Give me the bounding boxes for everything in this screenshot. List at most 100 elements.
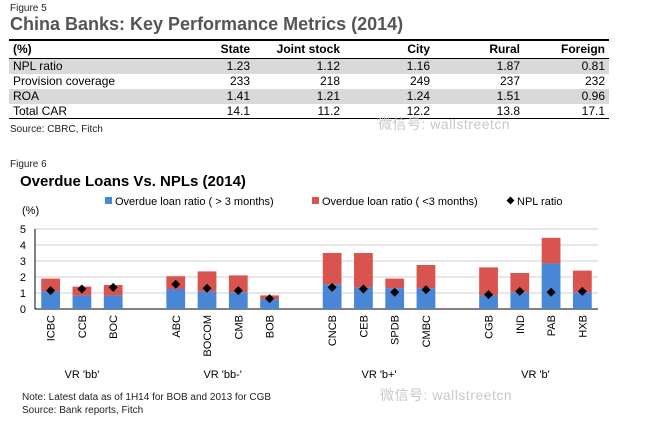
column-header: (%) xyxy=(9,39,139,59)
npl-marker xyxy=(390,287,400,297)
npl-marker xyxy=(515,286,525,296)
figure5-title: China Banks: Key Performance Metrics (20… xyxy=(10,14,404,34)
legend-item-overdue-under-3m: Overdue loan ratio ( <3 months) xyxy=(322,196,478,208)
bar-overdue-over-3m xyxy=(228,292,248,309)
group-label: VR 'bb' xyxy=(65,369,100,381)
metric-value: 1.23 xyxy=(139,58,254,74)
metric-value: 1.51 xyxy=(434,88,524,104)
npl-marker xyxy=(233,286,243,296)
bar-overdue-under-3m xyxy=(322,253,342,285)
npl-marker xyxy=(171,279,181,289)
column-header: Joint stock xyxy=(254,39,344,59)
table-row: ROA 1.41 1.21 1.24 1.51 0.96 xyxy=(9,88,609,104)
table-row: Total CAR 14.1 11.2 12.2 13.8 17.1 xyxy=(9,103,609,119)
x-tick-label: ICBC xyxy=(46,315,58,341)
bar-overdue-over-3m xyxy=(166,289,186,309)
bar-overdue-over-3m xyxy=(479,295,498,309)
figure5-source: Source: CBRC, Fitch xyxy=(10,124,103,135)
legend-item-overdue-over-3m-swatch xyxy=(105,197,112,204)
x-tick-label: CGB xyxy=(484,315,496,339)
x-tick-label: BOB xyxy=(265,315,277,338)
x-tick-label: CMB xyxy=(233,315,245,339)
metric-value: 0.96 xyxy=(524,88,609,104)
y-tick-label: 4 xyxy=(20,240,26,252)
bar-overdue-over-3m xyxy=(103,295,123,309)
y-tick-label: 0 xyxy=(20,304,26,316)
bar-overdue-under-3m xyxy=(354,253,373,288)
y-tick-label: 3 xyxy=(20,256,26,268)
metric-value: 1.16 xyxy=(344,58,434,74)
group-label: VR 'b' xyxy=(521,369,550,381)
bar-overdue-under-3m xyxy=(572,270,592,293)
metric-value: 249 xyxy=(409,74,430,88)
metric-value: 11.2 xyxy=(254,103,344,119)
metric-value: 218 xyxy=(319,74,340,88)
y-tick-label: 5 xyxy=(20,224,26,236)
metric-value: 0.81 xyxy=(524,58,609,74)
npl-marker xyxy=(202,283,212,293)
metric-value: 12.2 xyxy=(344,103,434,119)
column-header: State xyxy=(139,39,254,59)
bar-overdue-over-3m xyxy=(197,291,217,309)
legend-item-overdue-over-3m: Overdue loan ratio ( > 3 months) xyxy=(115,196,274,208)
npl-marker xyxy=(421,285,431,295)
x-tick-label: SPDB xyxy=(390,315,402,345)
column-header: Foreign xyxy=(524,39,609,59)
y-tick-label: 2 xyxy=(20,272,26,284)
bar-overdue-under-3m xyxy=(385,278,405,289)
npl-marker xyxy=(46,286,56,296)
metric-value: 1.24 xyxy=(344,88,434,104)
legend-item-overdue-under-3m-swatch xyxy=(312,197,319,204)
bar-overdue-under-3m xyxy=(510,273,530,293)
bar-overdue-under-3m xyxy=(541,237,561,264)
figure6-note: Note: Latest data as of 1H14 for BOB and… xyxy=(22,392,272,403)
bar-overdue-under-3m xyxy=(41,278,61,292)
chart-legend: Overdue loan ratio ( > 3 months) Overdue … xyxy=(105,196,562,208)
metric-value: 13.8 xyxy=(434,103,524,119)
metrics-table: (%) State Joint stock City Rural Foreign… xyxy=(9,39,609,119)
column-header: City xyxy=(344,39,434,59)
bar-overdue-under-3m xyxy=(479,267,498,296)
metric-value: 17.1 xyxy=(524,103,609,119)
metric-value: 1.87 xyxy=(434,58,524,74)
bar-overdue-over-3m xyxy=(354,287,373,309)
x-tick-label: ABC xyxy=(171,315,183,338)
x-tick-label: CEB xyxy=(358,315,370,338)
table-row: NPL ratio 1.23 1.12 1.16 1.87 0.81 xyxy=(9,58,609,74)
npl-marker xyxy=(265,294,275,304)
npl-marker xyxy=(108,282,118,292)
x-tick-label: PAB xyxy=(546,315,558,336)
legend-item-npl-ratio-swatch xyxy=(506,196,515,205)
bar-overdue-over-3m xyxy=(510,292,530,309)
bar-overdue-over-3m xyxy=(260,299,279,309)
legend-item-npl-ratio: NPL ratio xyxy=(517,196,562,208)
npl-marker xyxy=(546,287,556,297)
figure6-source: Source: Bank reports, Fitch xyxy=(22,405,144,416)
column-header: Rural xyxy=(434,39,524,59)
y-tick-label: 1 xyxy=(20,288,26,300)
metric-name: ROA xyxy=(9,88,139,104)
watermark: 微信号: wallstreetcn xyxy=(378,116,511,132)
group-label: VR 'b+' xyxy=(362,369,397,381)
x-tick-label: BOC xyxy=(108,315,120,339)
bar-overdue-over-3m xyxy=(572,292,592,309)
bar-overdue-over-3m xyxy=(322,284,342,309)
metric-value: 1.21 xyxy=(254,88,344,104)
bar-overdue-under-3m xyxy=(197,271,217,292)
npl-marker xyxy=(358,284,368,294)
bar-overdue-under-3m xyxy=(228,275,248,293)
x-tick-label: BOCOM xyxy=(202,315,214,357)
figure6-label: Figure 6 xyxy=(10,159,47,170)
x-tick-label: CCB xyxy=(77,315,89,338)
npl-marker xyxy=(577,286,587,296)
y-axis-label: (%) xyxy=(22,205,39,217)
bar-overdue-over-3m xyxy=(541,263,561,309)
bar-overdue-over-3m xyxy=(416,288,436,309)
x-tick-label: CNCB xyxy=(327,315,339,346)
metric-name: Total CAR xyxy=(9,103,139,119)
npl-marker xyxy=(484,290,494,300)
bar-overdue-over-3m xyxy=(41,291,61,309)
bar-overdue-over-3m xyxy=(385,288,405,309)
npl-marker xyxy=(77,284,87,294)
